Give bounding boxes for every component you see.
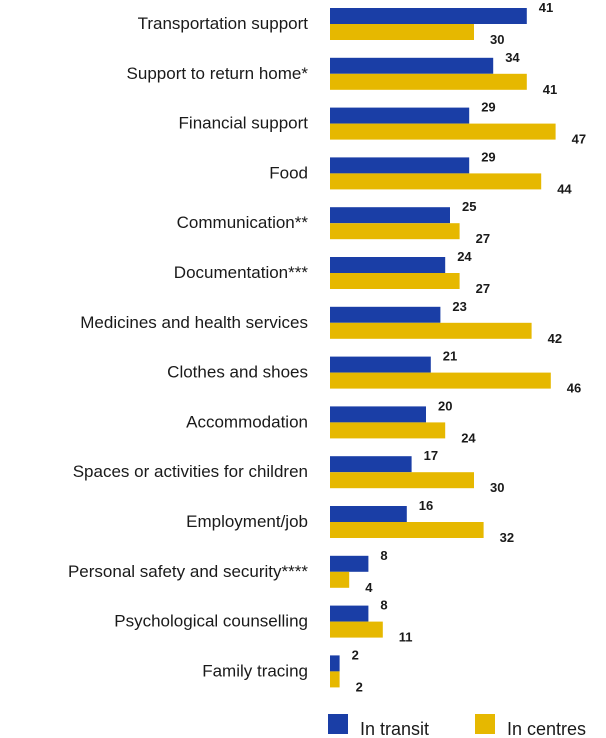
data-label-in-transit: 16 — [419, 498, 433, 513]
bar-in-centres — [330, 622, 383, 638]
bar-in-transit — [330, 108, 469, 124]
data-label-in-centres: 27 — [476, 281, 490, 296]
data-label-in-centres: 44 — [557, 181, 572, 196]
bar-in-transit — [330, 606, 368, 622]
data-label-in-centres: 2 — [356, 679, 363, 694]
bar-in-transit — [330, 257, 445, 273]
bar-in-transit — [330, 456, 412, 472]
data-label-in-transit: 29 — [481, 100, 495, 115]
category-label: Clothes and shoes — [167, 363, 308, 382]
category-label: Communication** — [177, 213, 309, 232]
data-label-in-centres: 30 — [490, 480, 504, 495]
data-label-in-centres: 41 — [543, 82, 557, 97]
legend-label: In centres — [507, 719, 586, 738]
bar-in-transit — [330, 655, 340, 671]
data-label-in-transit: 24 — [457, 249, 472, 264]
data-label-in-centres: 47 — [572, 132, 586, 147]
bar-in-centres — [330, 24, 474, 40]
legend: In transit In centres — [328, 714, 586, 738]
data-label-in-transit: 8 — [380, 548, 387, 563]
bar-in-transit — [330, 207, 450, 223]
legend-swatch — [328, 714, 348, 734]
category-label: Accommodation — [186, 412, 308, 431]
data-label-in-centres: 4 — [365, 580, 373, 595]
data-label-in-centres: 24 — [461, 430, 476, 445]
data-label-in-transit: 8 — [380, 598, 387, 613]
bar-in-centres — [330, 74, 527, 90]
data-label-in-transit: 25 — [462, 199, 476, 214]
data-label-in-transit: 29 — [481, 149, 495, 164]
bar-in-transit — [330, 307, 440, 323]
bar-in-centres — [330, 472, 474, 488]
category-label: Family tracing — [202, 661, 308, 680]
data-label-in-centres: 46 — [567, 381, 581, 396]
data-label-in-transit: 34 — [505, 50, 520, 65]
category-label: Spaces or activities for children — [73, 462, 308, 481]
bar-in-transit — [330, 556, 368, 572]
legend-label: In transit — [360, 719, 429, 738]
bar-in-transit — [330, 157, 469, 173]
data-label-in-centres: 32 — [500, 530, 514, 545]
data-label-in-transit: 21 — [443, 349, 457, 364]
category-label: Personal safety and security**** — [68, 562, 308, 581]
category-label: Psychological counselling — [114, 612, 308, 631]
bar-in-transit — [330, 357, 431, 373]
bar-in-centres — [330, 273, 460, 289]
data-label-in-transit: 41 — [539, 0, 553, 15]
bar-in-centres — [330, 223, 460, 239]
data-label-in-transit: 23 — [452, 299, 466, 314]
bar-in-centres — [330, 522, 484, 538]
bar-in-transit — [330, 406, 426, 422]
category-label: Financial support — [179, 114, 309, 133]
bar-in-centres — [330, 422, 445, 438]
category-label: Employment/job — [186, 512, 308, 531]
bar-in-centres — [330, 572, 349, 588]
data-label-in-transit: 20 — [438, 398, 452, 413]
bar-in-centres — [330, 173, 541, 189]
category-label: Food — [269, 163, 308, 182]
bar-in-centres — [330, 124, 556, 140]
data-label-in-centres: 42 — [548, 331, 562, 346]
data-label-in-centres: 27 — [476, 231, 490, 246]
legend-swatch — [475, 714, 495, 734]
data-label-in-centres: 11 — [399, 630, 413, 645]
data-label-in-transit: 2 — [352, 647, 359, 662]
bar-in-centres — [330, 373, 551, 389]
bar-in-centres — [330, 671, 340, 687]
bar-in-transit — [330, 8, 527, 24]
data-label-in-centres: 30 — [490, 32, 504, 47]
category-label: Documentation*** — [174, 263, 309, 282]
bar-in-transit — [330, 506, 407, 522]
category-label: Support to return home* — [127, 64, 309, 83]
bar-in-centres — [330, 323, 532, 339]
category-label: Medicines and health services — [80, 313, 308, 332]
bar-in-transit — [330, 58, 493, 74]
data-label-in-transit: 17 — [424, 448, 438, 463]
labels-layer: Transportation support 41 30 Support to ret… — [68, 0, 586, 694]
category-label: Transportation support — [138, 14, 309, 33]
